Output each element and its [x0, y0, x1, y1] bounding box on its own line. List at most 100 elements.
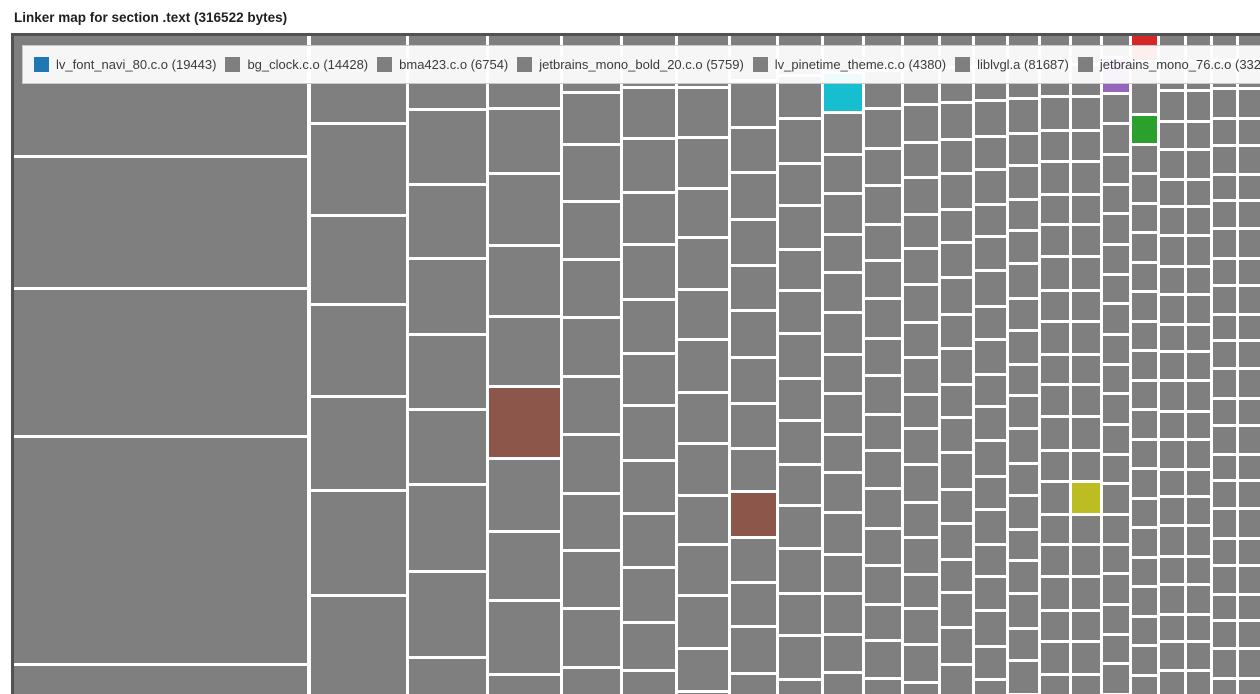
treemap-cell[interactable]	[779, 681, 821, 694]
treemap-cell[interactable]	[1041, 676, 1069, 694]
treemap-cell[interactable]	[678, 394, 728, 442]
legend-item[interactable]: lv_font_navi_80.c.o (19443)	[34, 57, 216, 72]
treemap-cell[interactable]	[1132, 175, 1157, 202]
legend-item[interactable]: bg_clock.c.o (14428)	[225, 57, 368, 72]
treemap-cell[interactable]	[1160, 471, 1184, 495]
treemap-cell[interactable]	[1072, 98, 1100, 129]
treemap-cell[interactable]	[1041, 226, 1069, 255]
treemap-cell[interactable]	[975, 578, 1006, 609]
treemap-cell[interactable]	[1213, 482, 1236, 507]
treemap-cell[interactable]	[311, 398, 406, 489]
treemap-cell[interactable]	[904, 539, 938, 573]
treemap-cell[interactable]	[14, 290, 307, 435]
treemap-cell[interactable]	[1160, 616, 1184, 640]
treemap-cell[interactable]	[904, 324, 938, 356]
treemap-cell[interactable]	[865, 567, 901, 603]
treemap-cell[interactable]	[1072, 578, 1100, 609]
treemap-cell[interactable]	[731, 267, 776, 309]
treemap-cell[interactable]	[1009, 465, 1038, 494]
treemap-cell[interactable]	[1187, 413, 1210, 438]
treemap-cell[interactable]	[1239, 260, 1260, 284]
treemap-cell[interactable]	[1072, 452, 1100, 480]
treemap-cell[interactable]	[941, 175, 972, 208]
treemap-cell[interactable]	[731, 675, 776, 694]
treemap-cell[interactable]	[1213, 230, 1236, 257]
treemap-cell[interactable]	[1213, 120, 1236, 144]
treemap-cell[interactable]	[975, 681, 1006, 694]
treemap-cell[interactable]	[731, 628, 776, 672]
treemap-cell[interactable]	[311, 597, 406, 694]
treemap-cell[interactable]	[623, 194, 675, 243]
treemap-cell[interactable]	[1009, 497, 1038, 528]
treemap-cell[interactable]	[1103, 336, 1129, 363]
treemap-cell[interactable]	[824, 356, 862, 392]
treemap-cell[interactable]	[1187, 296, 1210, 323]
treemap-cell[interactable]	[1239, 342, 1260, 367]
treemap-cell[interactable]	[975, 308, 1006, 338]
treemap-cell[interactable]	[489, 247, 560, 315]
treemap-cell[interactable]	[1132, 559, 1157, 585]
treemap-cell[interactable]	[1072, 323, 1100, 353]
treemap-cell[interactable]	[623, 672, 675, 694]
treemap-cell[interactable]	[975, 376, 1006, 405]
treemap-cell[interactable]	[1041, 418, 1069, 449]
treemap-cell[interactable]	[563, 436, 620, 492]
treemap-cell[interactable]	[975, 102, 1006, 135]
treemap-cell[interactable]	[865, 377, 901, 413]
treemap-cell[interactable]	[731, 174, 776, 218]
treemap-cell[interactable]	[1103, 636, 1129, 662]
treemap-cell[interactable]	[779, 207, 821, 248]
treemap-cell[interactable]	[975, 341, 1006, 373]
treemap-cell[interactable]	[975, 171, 1006, 203]
treemap-cell[interactable]	[1239, 370, 1260, 397]
treemap-cell[interactable]	[409, 186, 486, 257]
treemap-cell[interactable]	[731, 82, 776, 126]
treemap-cell[interactable]	[489, 460, 560, 530]
treemap-cell[interactable]	[904, 179, 938, 213]
treemap-cell[interactable]	[731, 405, 776, 447]
treemap-cell[interactable]	[941, 629, 972, 663]
treemap-cell[interactable]	[1041, 132, 1069, 160]
treemap-cell[interactable]	[678, 341, 728, 391]
treemap-cell[interactable]	[1103, 156, 1129, 183]
treemap-cell[interactable]	[865, 490, 901, 527]
treemap-cell[interactable]	[1187, 643, 1210, 669]
treemap-cell[interactable]	[865, 226, 901, 259]
treemap-cell[interactable]	[14, 158, 307, 287]
treemap-cell[interactable]	[1239, 650, 1260, 677]
treemap-cell[interactable]	[779, 422, 821, 463]
treemap-cell[interactable]	[904, 144, 938, 176]
treemap-cell[interactable]	[623, 569, 675, 621]
treemap-cell[interactable]	[1187, 326, 1210, 350]
treemap-cell[interactable]	[1041, 612, 1069, 640]
treemap-cell[interactable]	[1103, 516, 1129, 543]
treemap-cell[interactable]	[1213, 316, 1236, 339]
treemap-cell[interactable]	[1187, 181, 1210, 205]
treemap-cell[interactable]	[824, 236, 862, 271]
treemap-cell[interactable]	[1041, 356, 1069, 383]
treemap-cell[interactable]	[563, 319, 620, 375]
treemap-cell[interactable]	[563, 203, 620, 258]
treemap-cell[interactable]	[1160, 586, 1184, 613]
treemap-cell[interactable]	[824, 395, 862, 433]
treemap-cell[interactable]	[975, 238, 1006, 269]
treemap-cell[interactable]	[824, 114, 862, 153]
treemap-cell[interactable]	[1132, 323, 1157, 349]
treemap-cell[interactable]	[1009, 100, 1038, 132]
treemap-cell[interactable]	[865, 530, 901, 564]
treemap-cell[interactable]	[865, 642, 901, 677]
treemap-cell[interactable]	[1213, 287, 1236, 313]
treemap-cell[interactable]	[1132, 470, 1157, 497]
treemap-cell[interactable]	[865, 680, 901, 694]
treemap-cell[interactable]	[1103, 215, 1129, 243]
treemap-cell[interactable]	[563, 94, 620, 143]
treemap-cell[interactable]	[1187, 92, 1210, 120]
treemap-cell[interactable]	[623, 246, 675, 298]
treemap-cell[interactable]	[1213, 260, 1236, 284]
treemap-cell[interactable]	[1009, 332, 1038, 363]
treemap-cell[interactable]	[1041, 516, 1069, 543]
treemap-cell[interactable]	[975, 442, 1006, 475]
treemap-cell[interactable]	[1187, 616, 1210, 640]
treemap-cell[interactable]	[941, 141, 972, 172]
treemap-cell[interactable]	[1187, 237, 1210, 265]
